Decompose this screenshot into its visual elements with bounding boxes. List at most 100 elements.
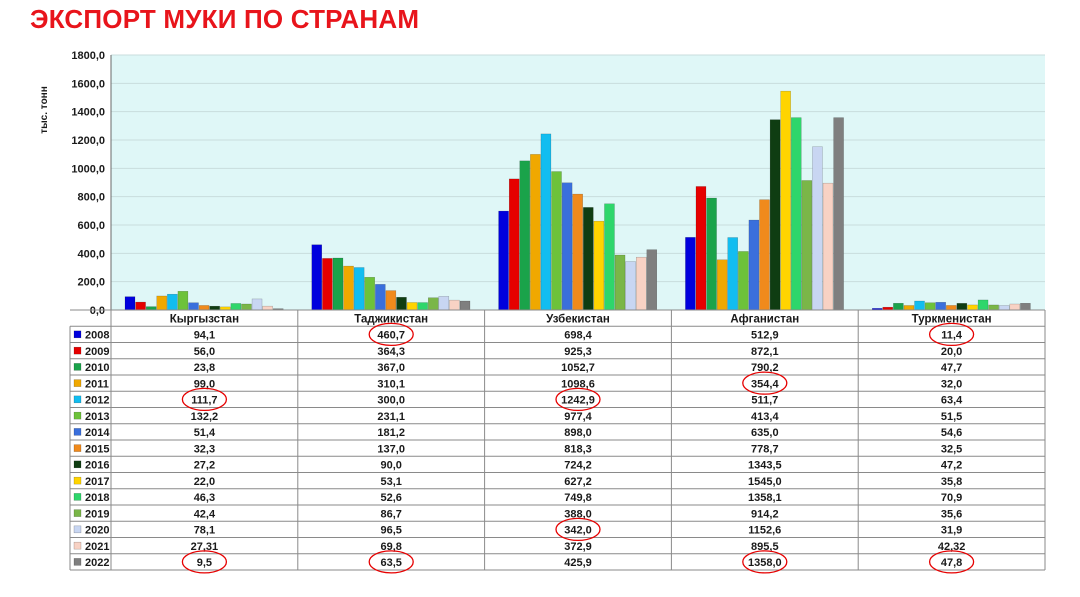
annotation-circle <box>742 550 788 574</box>
data-label: 86,7 <box>380 508 401 520</box>
series-name: 2008 <box>85 330 109 342</box>
data-label: 364,3 <box>377 346 405 358</box>
data-label: 69,8 <box>380 541 401 553</box>
bar <box>935 302 946 311</box>
y-tick-label: 1200,0 <box>71 135 105 147</box>
data-label: 35,6 <box>941 508 962 520</box>
data-label: 46,3 <box>194 492 215 504</box>
y-tick-label: 0,0 <box>90 305 105 317</box>
data-label: 90,0 <box>380 460 401 472</box>
bar <box>561 182 573 311</box>
bar <box>977 299 989 311</box>
data-label: 35,8 <box>941 476 962 488</box>
bar <box>438 296 450 311</box>
data-label: 181,2 <box>377 427 405 439</box>
bar <box>135 301 146 311</box>
bar <box>614 254 626 311</box>
data-label: 63,5 <box>380 557 401 569</box>
data-label: 94,1 <box>194 330 215 342</box>
data-label: 42,4 <box>194 508 216 520</box>
data-label: 342,0 <box>564 525 592 537</box>
series-name: 2015 <box>85 443 109 455</box>
data-label: 51,4 <box>194 427 216 439</box>
series-name: 2010 <box>85 362 109 374</box>
data-label: 51,5 <box>941 411 962 423</box>
series-name: 2011 <box>85 378 109 390</box>
bar <box>967 304 978 311</box>
data-label: 132,2 <box>191 411 219 423</box>
bar <box>1009 303 1021 311</box>
data-label: 749,8 <box>564 492 592 504</box>
series-name: 2018 <box>85 492 109 504</box>
legend-key <box>73 476 82 485</box>
page-title: ЭКСПОРТ МУКИ ПО СТРАНАМ <box>30 4 420 34</box>
data-label: 22,0 <box>194 476 215 488</box>
bar <box>780 90 791 311</box>
data-label: 1152,6 <box>748 525 781 537</box>
series-name: 2019 <box>85 508 109 520</box>
bar <box>695 186 707 311</box>
bar <box>914 300 925 311</box>
data-label: 790,2 <box>751 362 779 374</box>
category-label: Кыргызстан <box>170 313 239 325</box>
bar <box>769 119 781 311</box>
legend-key <box>73 330 82 339</box>
annotation-circle <box>928 322 975 347</box>
bar <box>198 305 210 311</box>
bar <box>716 259 728 311</box>
bar <box>540 133 552 311</box>
bar <box>406 302 418 311</box>
series-name: 2021 <box>85 541 109 553</box>
legend-key <box>73 428 82 436</box>
data-label: 96,5 <box>380 525 401 537</box>
data-label: 511,7 <box>751 395 778 407</box>
bar <box>230 303 242 311</box>
y-tick-label: 600,0 <box>77 220 105 232</box>
series-name: 2022 <box>85 557 109 569</box>
data-label: 42,32 <box>938 541 966 553</box>
y-tick-label: 1400,0 <box>71 107 105 119</box>
annotation-circle <box>555 387 601 412</box>
bar <box>572 193 583 311</box>
data-label: 627,2 <box>564 476 592 488</box>
legend-key <box>73 363 82 371</box>
data-label: 47,7 <box>941 362 962 374</box>
data-label: 388,0 <box>564 508 592 520</box>
bar <box>812 146 823 311</box>
bar <box>177 291 189 311</box>
data-label: 698,4 <box>564 330 592 342</box>
bar <box>428 297 439 311</box>
legend-key <box>73 444 82 452</box>
data-label: 54,6 <box>941 427 962 439</box>
annotation-circle <box>368 550 414 574</box>
bar <box>188 302 199 311</box>
data-label: 27,2 <box>194 460 215 472</box>
bar <box>748 219 760 311</box>
bar <box>791 117 802 311</box>
bar <box>262 305 273 311</box>
bar <box>353 267 365 311</box>
legend-key <box>73 411 82 420</box>
bar <box>551 171 562 311</box>
bar <box>706 197 717 311</box>
bar <box>449 299 460 311</box>
data-label: 354,4 <box>751 378 779 390</box>
y-tick-label: 1800,0 <box>71 50 105 62</box>
legend-key <box>73 509 82 517</box>
series-name: 2016 <box>85 460 109 472</box>
bar <box>385 290 397 311</box>
bar <box>727 237 738 311</box>
annotation-circle <box>742 371 788 395</box>
data-label: 32,0 <box>941 378 962 390</box>
data-label: 413,4 <box>751 411 779 423</box>
bar <box>999 305 1010 311</box>
data-label: 1358,1 <box>748 492 782 504</box>
legend-key <box>73 493 82 501</box>
data-label: 99,0 <box>194 378 215 390</box>
bar <box>145 306 157 311</box>
data-label: 23,8 <box>194 362 215 374</box>
data-label: 460,7 <box>377 330 405 342</box>
data-label: 367,0 <box>377 362 405 374</box>
data-label: 70,9 <box>941 492 962 504</box>
